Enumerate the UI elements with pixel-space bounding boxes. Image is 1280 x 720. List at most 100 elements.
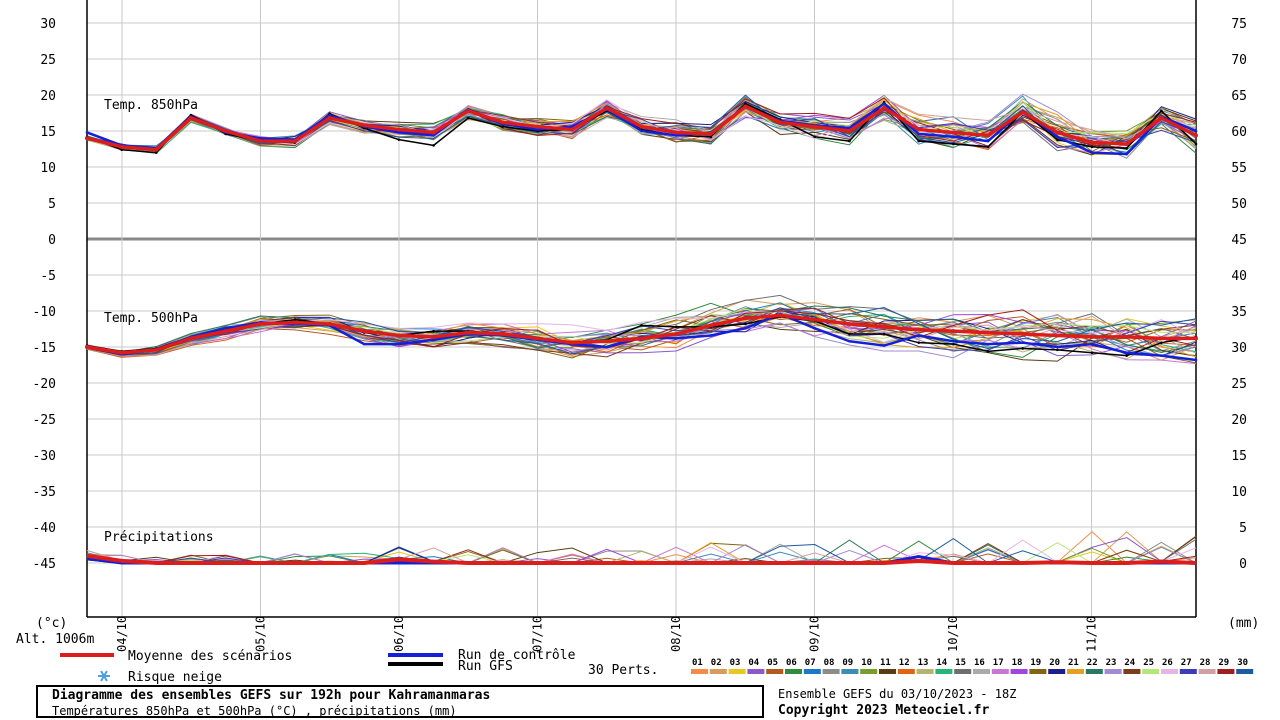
- legend-snow-label: Risque neige: [128, 670, 222, 685]
- run-de-contr-le-t850-point: [1056, 135, 1059, 139]
- moyenne-des-sc-narios-t850-point: [119, 144, 124, 149]
- moyenne-des-sc-narios-t500-point: [188, 336, 193, 341]
- moyenne-des-sc-narios-t850-point: [639, 124, 644, 129]
- right-tick-label: 60: [1231, 125, 1247, 140]
- run-gfs-t500-point: [1021, 347, 1025, 350]
- moyenne-des-sc-narios-t500-point: [639, 336, 644, 341]
- run-gfs-t850-point: [397, 138, 401, 141]
- moyenne-des-sc-narios-t500-point: [466, 330, 471, 335]
- chart-title: Diagramme des ensembles GEFS sur 192h po…: [52, 688, 491, 703]
- moyenne-des-sc-narios-t850-point: [847, 129, 852, 133]
- run-de-contr-le-t500-point: [917, 334, 921, 337]
- pert-legend-number: 27: [1181, 658, 1192, 668]
- moyenne-des-sc-narios-t850-point: [1124, 141, 1129, 146]
- pert-legend-number: 14: [936, 658, 947, 668]
- x-tick-label: 07/10: [531, 616, 545, 652]
- pert-legend-number: 22: [1087, 658, 1098, 668]
- pert-legend-number: 16: [974, 658, 985, 668]
- chart-axes: [86, 0, 1197, 618]
- perturbation-legend: 01 02 03 04 05 06 07 08 09 10 11 12 13 14 15 16 17 18 19 20…: [691, 658, 1254, 674]
- moyenne-des-sc-narios-t500-point: [570, 340, 575, 345]
- run-gfs-t500-point: [1125, 354, 1128, 357]
- moyenne-des-sc-narios-t850-point: [535, 124, 540, 129]
- moyenne-des-sc-narios-t500-point: [604, 339, 609, 344]
- pert-legend-number: 13: [918, 658, 929, 668]
- pert-legend-number: 30: [1237, 658, 1248, 668]
- run-de-contr-le-t850-point: [536, 128, 539, 131]
- run-gfs-t500-point: [917, 341, 921, 344]
- moyenne-des-sc-narios-t850-point: [223, 129, 228, 133]
- moyenne-des-sc-narios-t500-point: [882, 324, 887, 329]
- left-tick-label: -5: [40, 269, 56, 284]
- left-tick-label: -40: [33, 521, 56, 536]
- pert-16-precip-line: [86, 543, 1197, 564]
- run-gfs-t850-point: [1125, 146, 1128, 150]
- moyenne-des-sc-narios-t850-point: [362, 123, 367, 128]
- x-tick-label: 10/10: [946, 616, 960, 652]
- moyenne-des-sc-narios-t500-point: [119, 350, 124, 355]
- run-de-contr-le-t850-point: [952, 135, 955, 139]
- pert-legend-swatch: [1179, 669, 1197, 674]
- pert-legend-number: 23: [1106, 658, 1117, 668]
- run-de-contr-le-t500-point: [813, 326, 817, 330]
- pert-legend-number: 29: [1218, 658, 1229, 668]
- pert-legend-number: 08: [824, 658, 835, 668]
- pert-25-t500-line: [86, 308, 1197, 353]
- pert-legend-number: 28: [1200, 658, 1211, 668]
- left-tick-label: 30: [40, 17, 56, 32]
- pert-legend-number: 06: [786, 658, 797, 668]
- run-de-contr-le-t500-point: [952, 339, 955, 343]
- pert-legend-swatch: [897, 669, 915, 674]
- pert-legend-swatch: [766, 669, 784, 674]
- pert-legend-swatch: [954, 669, 972, 674]
- pert-legend-number: 12: [899, 658, 910, 668]
- run-de-contr-le-t850-point: [1194, 129, 1198, 133]
- run-de-contr-le-t500-point: [1021, 341, 1025, 344]
- run-gfs-t500-point: [1056, 348, 1059, 352]
- run-gfs-t500-point: [432, 329, 435, 333]
- left-tick-label: 15: [40, 125, 56, 140]
- moyenne-des-sc-narios-t850-point: [466, 108, 471, 113]
- run-de-contr-le-t850-point: [1125, 152, 1128, 156]
- run-de-contr-le-t850-point: [432, 134, 435, 137]
- left-tick-label: 25: [40, 53, 56, 68]
- moyenne-des-sc-narios-t850-point: [882, 105, 887, 110]
- legend-mean-label: Moyenne des scénarios: [128, 649, 292, 664]
- right-tick-label: 25: [1231, 377, 1247, 392]
- t500-panel-label: Temp. 500hPa: [104, 311, 198, 326]
- moyenne-des-sc-narios-t500-point: [362, 329, 367, 334]
- right-tick-label: 65: [1231, 89, 1247, 104]
- pert-23-precip-line: [86, 544, 1197, 564]
- run-gfs-t850-point: [501, 125, 505, 128]
- moyenne-des-sc-narios-t500-point: [674, 332, 679, 337]
- pert-legend-swatch: [1104, 669, 1122, 674]
- moyenne-des-sc-narios-t500-point: [85, 345, 89, 349]
- x-tick-label: 09/10: [808, 616, 822, 652]
- pert-legend-swatch: [1123, 669, 1141, 674]
- x-tick-label: 11/10: [1085, 616, 1099, 652]
- run-gfs-t850-point: [155, 151, 158, 154]
- left-tick-label: 0: [48, 233, 56, 248]
- right-tick-label: 5: [1239, 521, 1247, 536]
- right-tick-label: 30: [1231, 341, 1247, 356]
- run-de-contr-le-t500-point: [848, 339, 851, 343]
- pert-legend-number: 15: [955, 658, 966, 668]
- pert-legend-swatch: [973, 669, 990, 674]
- run-de-contr-le-t500-point: [224, 326, 227, 330]
- run-de-contr-le-t500-point: [605, 345, 609, 349]
- right-tick-label: 45: [1231, 233, 1247, 248]
- moyenne-des-sc-narios-t500-point: [431, 334, 436, 339]
- run-gfs-t850-point: [744, 102, 747, 105]
- x-tick-label: 04/10: [115, 616, 129, 652]
- x-tick-label: 05/10: [254, 616, 268, 652]
- pert-legend-swatch: [841, 669, 859, 674]
- run-gfs-t500-point: [848, 332, 851, 336]
- run-gfs-t850-point: [1194, 142, 1198, 146]
- moyenne-des-sc-narios-t500-point: [847, 321, 852, 326]
- run-gfs-t850-point: [848, 139, 851, 143]
- run-de-contr-le-t500-point: [744, 326, 747, 330]
- moyenne-des-sc-narios-t500-point: [1090, 334, 1095, 339]
- moyenne-des-sc-narios-t500-point: [1194, 336, 1198, 341]
- run-de-contr-le-t500-point: [1125, 351, 1128, 355]
- pert-17-t500-line: [86, 322, 1197, 365]
